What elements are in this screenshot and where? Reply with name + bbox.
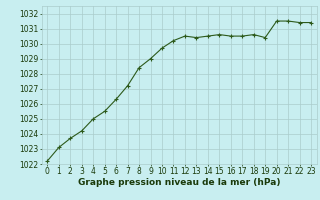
X-axis label: Graphe pression niveau de la mer (hPa): Graphe pression niveau de la mer (hPa)	[78, 178, 280, 187]
